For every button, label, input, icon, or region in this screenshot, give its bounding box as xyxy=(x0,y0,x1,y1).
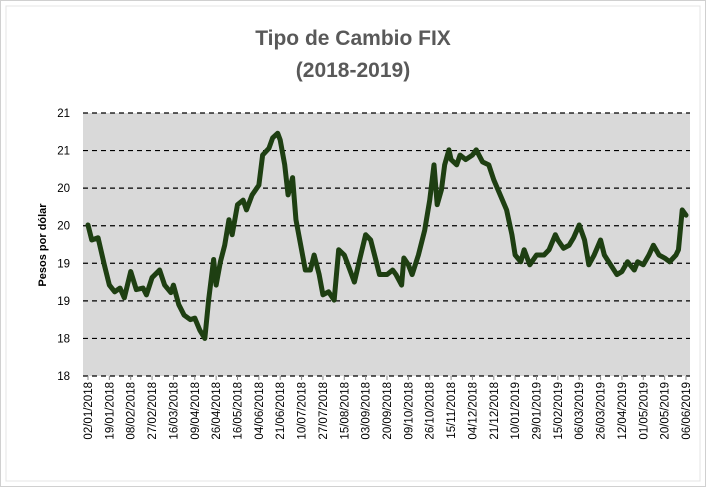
x-tick-label: 06/03/2019 xyxy=(574,382,586,440)
x-tick-label: 16/03/2018 xyxy=(168,382,180,440)
x-tick-label: 27/02/2018 xyxy=(147,382,159,440)
x-tick-label: 19/01/2018 xyxy=(104,382,116,440)
x-tick-label: 26/03/2019 xyxy=(596,382,608,440)
x-tick-label: 15/08/2018 xyxy=(339,382,351,440)
x-tick-label: 06/06/2019 xyxy=(681,382,693,440)
x-tick-label: 09/04/2018 xyxy=(190,382,202,440)
x-tick-label: 02/01/2018 xyxy=(83,382,95,440)
y-tick-label: 18 xyxy=(57,333,70,345)
series-line xyxy=(85,130,689,341)
x-tick-label: 04/12/2018 xyxy=(467,382,479,440)
x-tick-label: 12/04/2019 xyxy=(617,382,629,440)
x-tick-label: 21/06/2018 xyxy=(275,382,287,440)
x-tick-label: 16/05/2018 xyxy=(233,382,245,440)
y-tick-label: 19 xyxy=(57,258,70,270)
x-tick-label: 27/07/2018 xyxy=(318,382,330,440)
y-tick-label: 21 xyxy=(57,108,70,120)
y-tick-label: 20 xyxy=(57,183,70,195)
x-tick-label: 01/05/2019 xyxy=(638,382,650,440)
chart-subtitle: (2018-2019) xyxy=(296,59,410,82)
x-tick-label: 26/10/2018 xyxy=(425,382,437,440)
x-tick-label: 10/07/2018 xyxy=(297,382,309,440)
y-tick-label: 20 xyxy=(57,221,70,233)
y-tick-label: 18 xyxy=(57,371,70,383)
x-tick-label: 29/01/2019 xyxy=(532,382,544,440)
x-tick-label: 21/12/2018 xyxy=(489,382,501,440)
y-axis-label: Pesos por dólar xyxy=(37,203,49,287)
x-tick-label: 20/05/2019 xyxy=(660,382,672,440)
x-tick-label: 26/04/2018 xyxy=(211,382,223,440)
x-tick-label: 09/10/2018 xyxy=(403,382,415,440)
chart-title: Tipo de Cambio FIX xyxy=(255,27,451,50)
x-tick-label: 15/02/2019 xyxy=(553,382,565,440)
x-tick-label: 15/11/2018 xyxy=(446,382,458,439)
x-tick-label: 04/06/2018 xyxy=(254,382,266,440)
x-tick-label: 20/09/2018 xyxy=(382,382,394,440)
plot-area xyxy=(83,113,690,376)
x-tick-label: 10/01/2019 xyxy=(510,382,522,440)
y-tick-label: 21 xyxy=(57,146,70,158)
x-tick-label: 03/09/2018 xyxy=(361,382,373,440)
y-tick-label: 19 xyxy=(57,296,70,308)
x-tick-label: 08/02/2018 xyxy=(126,382,138,440)
